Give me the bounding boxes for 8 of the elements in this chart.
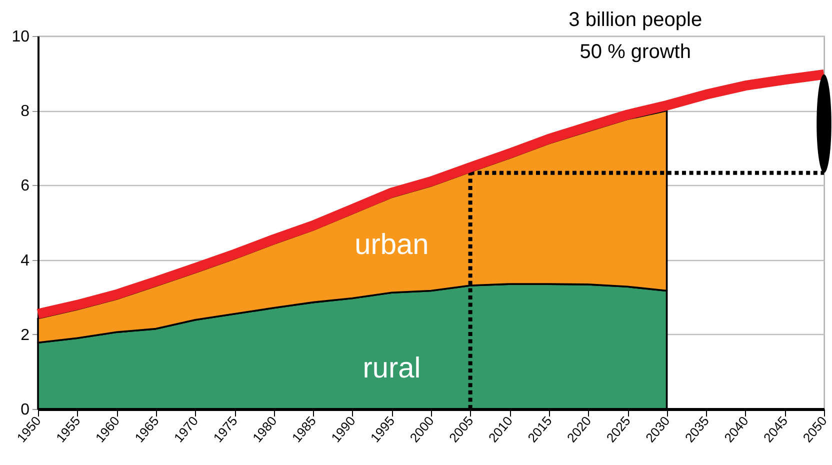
y-tick-label: 0 [20,402,30,418]
y-tick-label: 6 [20,178,30,195]
y-tick-label: 10 [12,28,30,46]
y-tick-label: 2 [20,326,30,344]
y-tick-label: 8 [20,103,30,120]
series-label: urban [354,228,429,261]
y-tick-label: 4 [20,252,30,270]
annotation: 3 billion people 50 % growth [568,9,702,63]
